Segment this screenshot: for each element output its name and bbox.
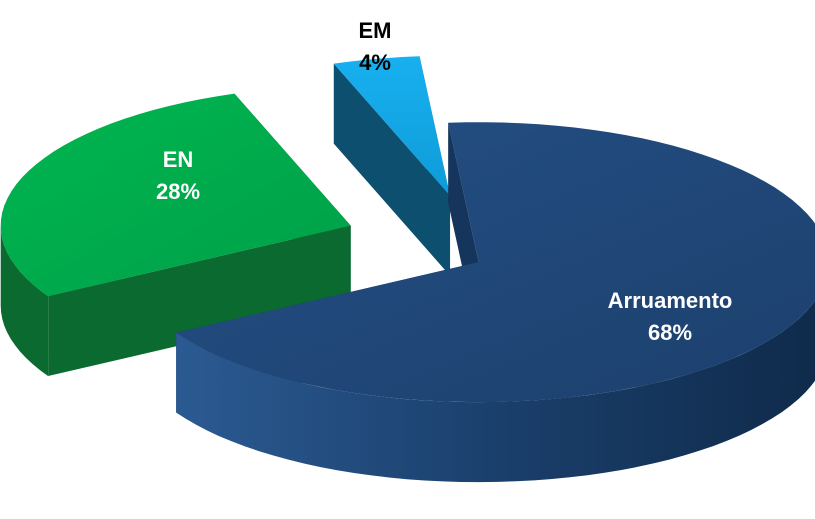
pie-slice-top-en — [0, 93, 351, 297]
pie-slice-wall-en — [48, 225, 351, 377]
pie-slice-top-em — [333, 56, 451, 196]
pie-slice-wall-em — [333, 63, 451, 276]
pie-slice-rim-en — [0, 225, 49, 377]
slice-label-en: EN — [163, 147, 194, 172]
slice-value-em: 4% — [359, 50, 391, 75]
pie-slice-rim-arruamento — [176, 300, 815, 483]
slice-value-arruamento: 68% — [648, 320, 692, 345]
pie-slice-top-arruamento — [176, 122, 815, 403]
pie-slice-en — [0, 93, 351, 377]
slice-label-em: EM — [359, 18, 392, 43]
pie-slice-em — [333, 56, 451, 276]
slice-value-en: 28% — [156, 179, 200, 204]
slice-label-arruamento: Arruamento — [608, 288, 733, 313]
pie-slice-arruamento — [176, 122, 815, 483]
